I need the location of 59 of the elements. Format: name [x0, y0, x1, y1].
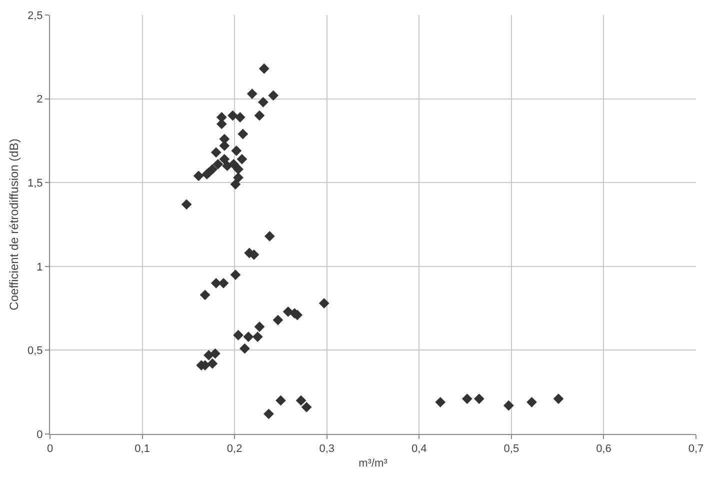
- point: [236, 154, 248, 164]
- y-tick-label: 0: [36, 428, 43, 441]
- point: [233, 330, 244, 340]
- point: [276, 395, 286, 406]
- point: [246, 88, 258, 99]
- y-tick-label: 1,5: [28, 177, 43, 190]
- y-tick-label: 1: [36, 261, 43, 274]
- point: [210, 348, 220, 359]
- point: [218, 278, 229, 288]
- point: [181, 199, 192, 210]
- point: [264, 408, 274, 420]
- point: [219, 154, 230, 164]
- x-axis-title: m³/m³: [358, 457, 388, 470]
- x-tick-label: 0,7: [688, 443, 704, 456]
- point: [526, 396, 537, 408]
- x-tick-label: 0,4: [411, 443, 427, 456]
- point: [296, 395, 306, 406]
- x-tick-label: 0,6: [596, 443, 612, 456]
- point: [243, 332, 254, 342]
- point: [462, 394, 472, 404]
- point: [233, 172, 244, 183]
- point: [207, 358, 218, 369]
- y-tick-label: 2: [36, 94, 43, 106]
- point: [252, 332, 263, 342]
- point: [228, 158, 239, 170]
- point: [200, 290, 210, 300]
- point: [258, 63, 270, 74]
- point: [272, 314, 284, 326]
- point: [212, 158, 224, 170]
- y-axis-title: Coefficient de rétrodiffusion (dB): [6, 138, 21, 310]
- x-tick-label: 0,5: [504, 443, 520, 456]
- x-tick-label: 0: [46, 443, 54, 456]
- point: [318, 298, 330, 308]
- point: [219, 140, 230, 151]
- point: [503, 400, 514, 411]
- point: [553, 394, 564, 404]
- point: [254, 322, 265, 332]
- point: [254, 110, 265, 121]
- point: [210, 147, 222, 158]
- x-tick-label: 0,1: [134, 443, 150, 456]
- y-tick-label: 2,5: [28, 10, 43, 22]
- x-tick-label: 0,3: [319, 443, 335, 456]
- x-tick-label: 0,2: [226, 443, 242, 456]
- point: [230, 270, 241, 280]
- point: [238, 128, 248, 140]
- point: [264, 231, 275, 242]
- point: [193, 170, 204, 182]
- point: [301, 402, 312, 412]
- point: [258, 96, 268, 108]
- y-tick-label: 0,5: [28, 345, 43, 358]
- point: [230, 179, 241, 190]
- point: [474, 394, 484, 404]
- point: [240, 343, 250, 354]
- point: [231, 146, 242, 156]
- point: [268, 90, 279, 101]
- point: [228, 110, 238, 121]
- point: [435, 396, 446, 408]
- point: [234, 112, 246, 122]
- point: [233, 164, 244, 174]
